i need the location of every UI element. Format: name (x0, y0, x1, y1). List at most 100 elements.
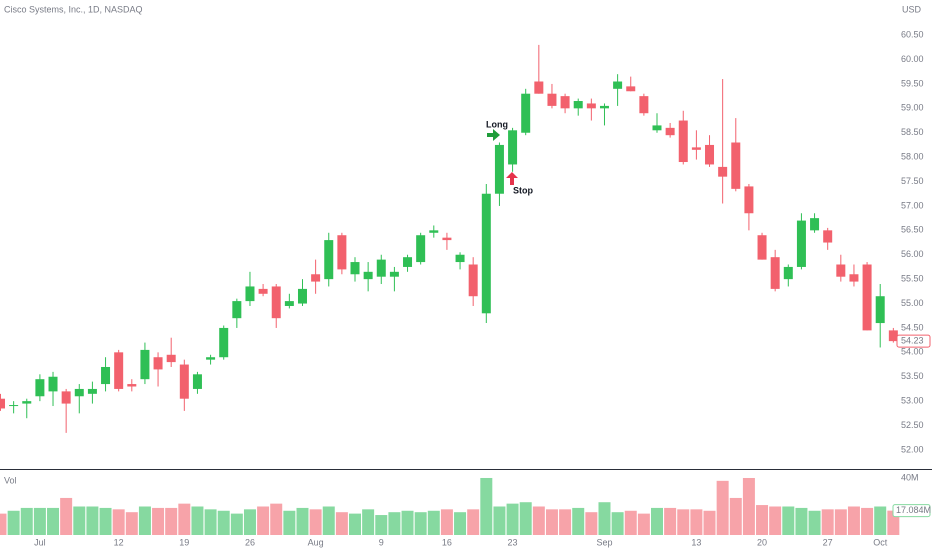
stop-arrow (506, 172, 518, 185)
y-tick-label: 54.00 (901, 347, 924, 357)
x-tick-label: 12 (114, 537, 124, 547)
volume-bar (99, 507, 112, 535)
volume-bar (388, 512, 401, 535)
volume-bar (454, 512, 467, 535)
volume-bar (742, 477, 755, 535)
x-tick-label: 19 (179, 537, 189, 547)
x-tick-label: 23 (508, 537, 518, 547)
annotation-long: Long (486, 119, 508, 129)
last-volume-label: 17.084M (896, 505, 931, 515)
volume-bar (178, 503, 191, 535)
candle-body (875, 296, 885, 324)
candle-body (560, 96, 570, 109)
volume-bar (480, 477, 493, 535)
volume-bar (165, 507, 178, 535)
candle-body (311, 274, 321, 282)
volume-bar (283, 510, 296, 535)
candle-body (547, 93, 557, 106)
candle-body (324, 240, 334, 280)
candle-body (810, 218, 820, 231)
y-tick-label: 59.50 (901, 78, 924, 88)
volume-bar (0, 513, 7, 535)
volume-bar (874, 506, 887, 535)
volume-bar (73, 506, 86, 535)
volume-bar (257, 506, 270, 535)
volume-bar (230, 513, 243, 535)
candle-body (363, 271, 373, 280)
candle-body (521, 93, 531, 133)
last-price-label: 54.23 (901, 335, 924, 345)
volume-bar (703, 510, 716, 535)
candle-body (613, 81, 623, 89)
volume-bar (493, 506, 506, 535)
candle-body (665, 127, 675, 136)
candle-body (179, 364, 189, 399)
candle-body (0, 398, 5, 409)
candle-body (678, 120, 688, 163)
volume-label: Vol (4, 475, 17, 485)
candle-body (862, 264, 872, 331)
volume-bar (296, 507, 309, 535)
candle-body (389, 271, 399, 277)
candle-body (206, 357, 216, 360)
volume-bar (598, 502, 611, 535)
y-tick-label: 54.50 (901, 322, 924, 332)
volume-bar (611, 512, 624, 535)
volume-bar (427, 510, 440, 535)
y-tick-label: 55.00 (901, 298, 924, 308)
candle-body (337, 235, 347, 270)
volume-bar (309, 509, 322, 535)
candle-body (153, 357, 163, 370)
candle-body (823, 230, 833, 243)
y-tick-label: 56.50 (901, 225, 924, 235)
candle-body (245, 286, 255, 302)
volume-bar (86, 506, 99, 535)
volume-bar (47, 507, 60, 535)
candle-body (284, 301, 294, 306)
volume-bar (585, 512, 598, 535)
candle-body (232, 301, 242, 319)
volume-bar (138, 506, 151, 535)
candle-body (783, 266, 793, 280)
x-tick-label: 27 (823, 537, 833, 547)
candle-body (770, 257, 780, 289)
volume-bar (152, 507, 165, 535)
annotation-stop: Stop (513, 185, 533, 195)
candle-body (442, 237, 452, 241)
volume-bar (808, 510, 821, 535)
y-tick-label: 52.50 (901, 420, 924, 430)
x-tick-label: 9 (379, 537, 384, 547)
volume-bar (217, 510, 230, 535)
candle-body (61, 391, 71, 404)
candle-body (455, 254, 465, 263)
candle-body (219, 327, 229, 358)
y-tick-label: 60.00 (901, 54, 924, 64)
volume-bar (60, 497, 73, 535)
candle-body (271, 286, 281, 319)
candle-body (849, 274, 859, 282)
volume-bar (690, 509, 703, 535)
volume-bar (243, 509, 256, 535)
chart-title: Cisco Systems, Inc., 1D, NASDAQ (4, 4, 143, 14)
candle-body (350, 262, 360, 275)
candle-body (836, 264, 846, 277)
candle-body (705, 144, 715, 165)
currency-label: USD (902, 4, 922, 14)
x-tick-label: Aug (308, 537, 324, 547)
candle-body (74, 388, 84, 397)
y-tick-label: 57.50 (901, 176, 924, 186)
candle-body (468, 264, 478, 297)
x-tick-label: Jul (34, 537, 46, 547)
volume-bar (467, 509, 480, 535)
volume-bar (821, 509, 834, 535)
y-tick-label: 53.50 (901, 371, 924, 381)
x-tick-label: 20 (757, 537, 767, 547)
x-tick-label: 13 (691, 537, 701, 547)
y-tick-label: 57.00 (901, 200, 924, 210)
volume-bar (349, 513, 362, 535)
volume-tick-label: 40M (901, 472, 919, 482)
candle-body (127, 384, 137, 387)
candle-body (508, 130, 518, 165)
candle-body (626, 86, 636, 92)
volume-bar (545, 509, 558, 535)
